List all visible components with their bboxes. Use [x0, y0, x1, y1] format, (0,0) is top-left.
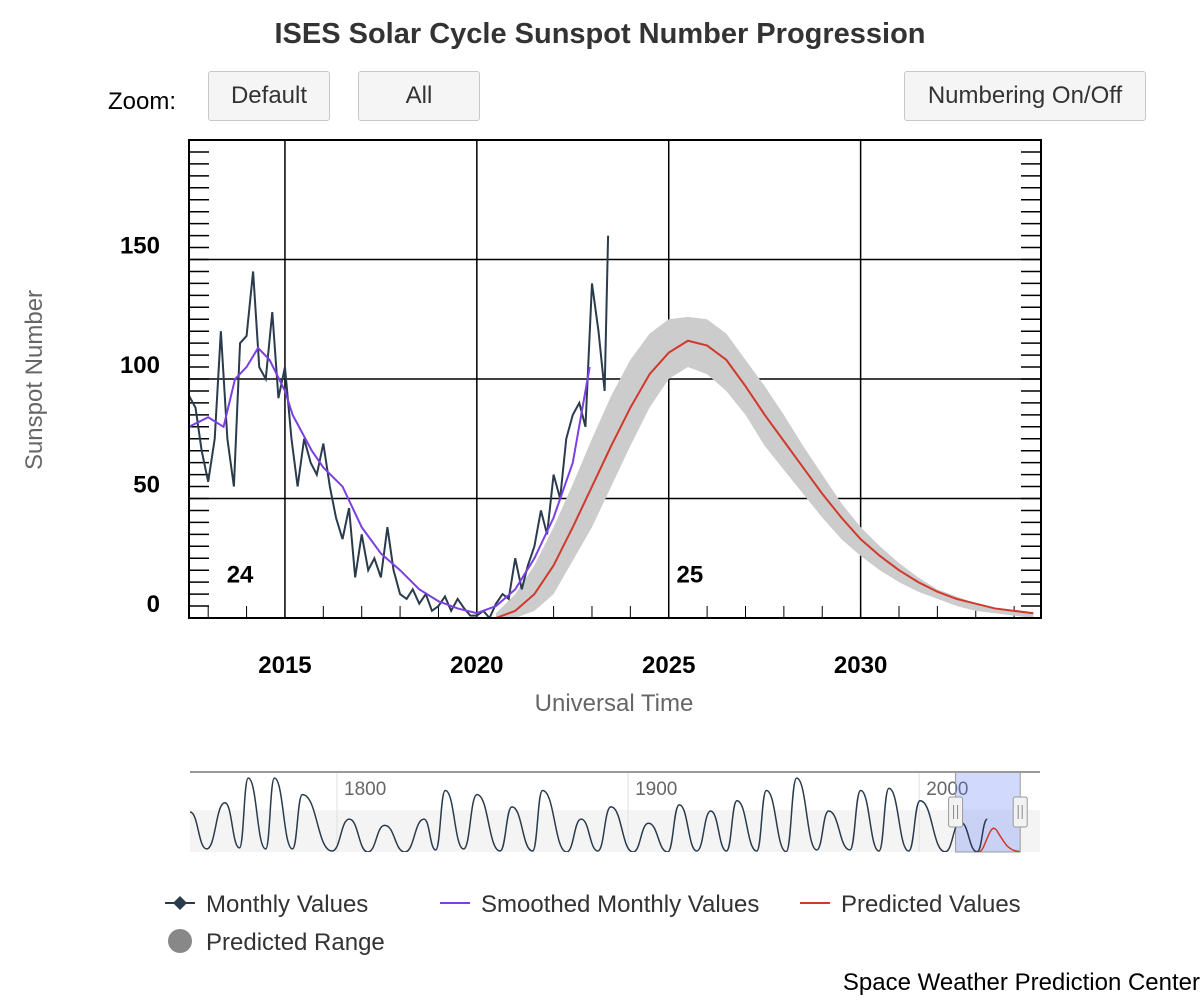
- x-tick-label: 2015: [258, 652, 311, 679]
- legend-label[interactable]: Monthly Values: [206, 891, 368, 918]
- plot-area: [189, 235, 1034, 618]
- cycle-label: 24: [227, 562, 254, 589]
- predicted-range: [496, 316, 1034, 618]
- legend-label[interactable]: Predicted Range: [206, 929, 385, 956]
- navigator-predicted-line: [978, 827, 1020, 852]
- navigator-plot: [190, 777, 1020, 852]
- zoom-all-button[interactable]: All: [358, 71, 480, 121]
- x-tick-label: 2020: [450, 652, 503, 679]
- x-tick-label: 2030: [834, 652, 887, 679]
- numbering-button[interactable]: Numbering On/Off: [904, 71, 1146, 121]
- legend-marker: [173, 896, 187, 910]
- x-axis-label: Universal Time: [535, 690, 694, 717]
- y-tick-label: 100: [120, 352, 160, 379]
- navigator-handle[interactable]: [1012, 796, 1028, 828]
- y-tick-label: 0: [147, 591, 160, 618]
- legend-label[interactable]: Predicted Values: [841, 891, 1021, 918]
- y-tick-label: 50: [133, 472, 160, 499]
- y-tick-label: 150: [120, 233, 160, 260]
- y-axis-label: Sunspot Number: [21, 290, 48, 470]
- plot-frame: [188, 139, 1042, 619]
- series-line: [495, 339, 1034, 618]
- navigator-line: [190, 777, 989, 852]
- navigator-bg-top: [190, 772, 1040, 810]
- x-tick-label: 2025: [642, 652, 695, 679]
- zoom-default-button[interactable]: Default: [208, 71, 330, 121]
- legend-symbol: [168, 929, 192, 953]
- navigator-tick-label: 1900: [635, 779, 677, 800]
- cycle-label: 25: [676, 562, 703, 589]
- navigator-handle[interactable]: [948, 796, 964, 828]
- legend-label[interactable]: Smoothed Monthly Values: [481, 891, 759, 918]
- series-line: [189, 346, 591, 615]
- navigator-tick-label: 1800: [344, 779, 386, 800]
- chart-title: ISES Solar Cycle Sunspot Number Progress…: [274, 18, 925, 50]
- credit: Space Weather Prediction Center: [843, 969, 1200, 996]
- navigator-tick-label: 2000: [926, 779, 968, 800]
- series-line: [189, 235, 610, 618]
- zoom-label: Zoom:: [108, 88, 176, 115]
- navigator-selection: [955, 771, 1021, 853]
